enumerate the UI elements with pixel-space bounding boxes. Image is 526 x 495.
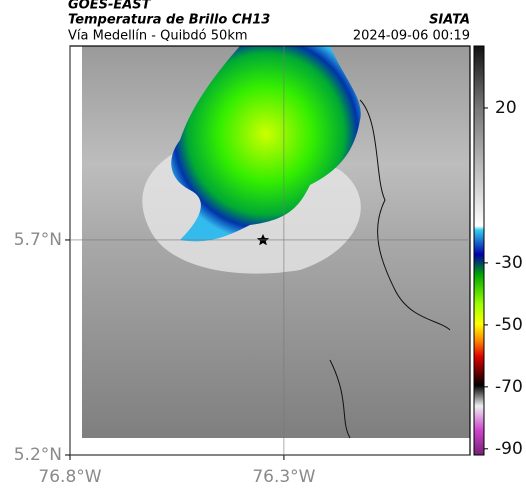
route: Vía Medellín - Quibdó 50km <box>68 29 248 44</box>
colorbar <box>473 45 485 456</box>
cloud-top <box>171 46 361 242</box>
colorbar-tick-label: -30 <box>495 253 523 273</box>
source: SIATA <box>429 13 470 28</box>
x-tick-label: 76.3°W <box>252 467 315 487</box>
colorbar-tick-label: -90 <box>495 439 523 459</box>
colorbar-tick-label: -70 <box>495 377 523 397</box>
colorbar-tick-label: 20 <box>495 98 517 118</box>
title: GOES-EAST <box>68 0 152 13</box>
x-tick-label: 76.8°W <box>38 467 101 487</box>
location-marker <box>256 234 270 246</box>
colorbar-tick-label: -50 <box>495 315 523 335</box>
border-line <box>329 99 451 439</box>
subtitle: Temperatura de Brillo CH13 <box>68 13 270 28</box>
y-tick-label: 5.2°N <box>14 445 62 465</box>
y-tick-label: 5.7°N <box>14 230 62 250</box>
datetime: 2024-09-06 00:19 <box>353 29 470 44</box>
